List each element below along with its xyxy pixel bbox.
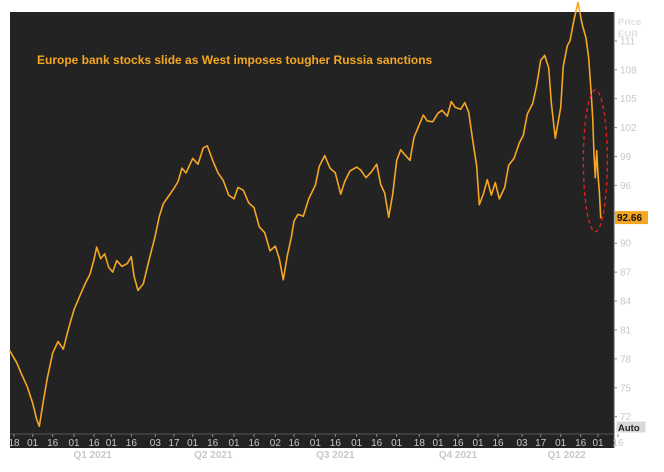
quarter-label: Q3 2021 xyxy=(316,450,355,461)
x-tick-label: 03 xyxy=(150,438,162,449)
quarter-label: Q1 2022 xyxy=(547,450,586,461)
y-tick-label: 72 xyxy=(620,412,632,423)
y-tick-label: 78 xyxy=(620,354,632,365)
y-tick-label: 87 xyxy=(620,268,632,279)
price-line xyxy=(9,1,602,428)
x-tick-label: 01 xyxy=(432,438,444,449)
annotations xyxy=(582,89,609,233)
x-tick-label: 16 xyxy=(575,438,587,449)
x-tick-label: 01 xyxy=(310,438,322,449)
highlight-ellipse xyxy=(582,89,609,233)
auto-button-bg[interactable] xyxy=(615,420,647,434)
plot-background xyxy=(10,12,614,448)
x-tick-label: 18 xyxy=(414,438,426,449)
y-tick-label: 84 xyxy=(620,297,632,308)
y-tick-label: 75 xyxy=(620,383,632,394)
quarter-label: Q4 2021 xyxy=(439,450,478,461)
y-tick-label: 90 xyxy=(620,239,632,250)
y-tick-label: 105 xyxy=(620,94,637,105)
x-tick-label: 17 xyxy=(168,438,180,449)
y-axis-unit: EUR xyxy=(618,29,638,40)
x-tick-label: 16 xyxy=(47,438,59,449)
x-tick-label: 01 xyxy=(27,438,39,449)
quarter-axis: Q1 2021 Q2 2021 Q3 2021 Q4 2021 Q1 2022 xyxy=(73,450,586,461)
last-price-badge-bg xyxy=(615,211,648,225)
y-tick-label: 96 xyxy=(620,181,632,192)
auto-button-label[interactable]: Auto xyxy=(618,423,640,434)
x-tick-label: 18 xyxy=(8,438,20,449)
y-tick-label: 111 xyxy=(620,36,636,47)
chart-title: Europe bank stocks slide as West imposes… xyxy=(37,53,433,67)
y-tick-label: 81 xyxy=(620,325,632,336)
last-price-badge: 92.66 xyxy=(615,211,648,225)
quarter-label: Q2 2021 xyxy=(194,450,233,461)
x-tick-label: 01 xyxy=(391,438,403,449)
last-price-point xyxy=(599,216,602,219)
x-tick-label: 16 xyxy=(330,438,342,449)
x-tick-label: 16 xyxy=(288,438,300,449)
x-tick-label: 16 xyxy=(207,438,219,449)
x-tick-label: 16 xyxy=(452,438,464,449)
series xyxy=(9,1,602,428)
x-tick-label: 16 xyxy=(248,438,260,449)
y-tick-label: 108 xyxy=(620,65,637,76)
x-tick-label: 02 xyxy=(270,438,282,449)
quarter-label: Q1 2021 xyxy=(73,450,112,461)
y-tick-label: 102 xyxy=(620,123,637,134)
x-tick-label: 01 xyxy=(592,438,604,449)
x-tick-label: 01 xyxy=(187,438,199,449)
x-tick-label: 16 xyxy=(371,438,383,449)
x-tick-label: 17 xyxy=(535,438,547,449)
x-tick-label: 16 xyxy=(492,438,504,449)
x-axis: 18 01 16 01 16 01 16 03 17 01 16 01 16 02 16 01 16 01 16 01… xyxy=(8,433,624,449)
x-tick-label: 01 xyxy=(472,438,484,449)
x-tick-label: 16 xyxy=(612,438,624,449)
y-axis: 72757881848790939699102105108111 xyxy=(613,12,637,448)
last-price-value: 92.66 xyxy=(617,213,642,224)
x-tick-label: 01 xyxy=(106,438,118,449)
y-tick-label: 99 xyxy=(620,152,632,163)
x-tick-label: 01 xyxy=(555,438,567,449)
x-tick-label: 01 xyxy=(68,438,80,449)
x-tick-label: 16 xyxy=(126,438,138,449)
x-tick-label: 03 xyxy=(516,438,528,449)
y-axis-label: Price xyxy=(618,17,641,28)
x-tick-label: 01 xyxy=(351,438,363,449)
x-tick-label: 01 xyxy=(228,438,240,449)
auto-scale-button[interactable]: Auto xyxy=(615,420,647,434)
x-tick-label: 16 xyxy=(88,438,100,449)
